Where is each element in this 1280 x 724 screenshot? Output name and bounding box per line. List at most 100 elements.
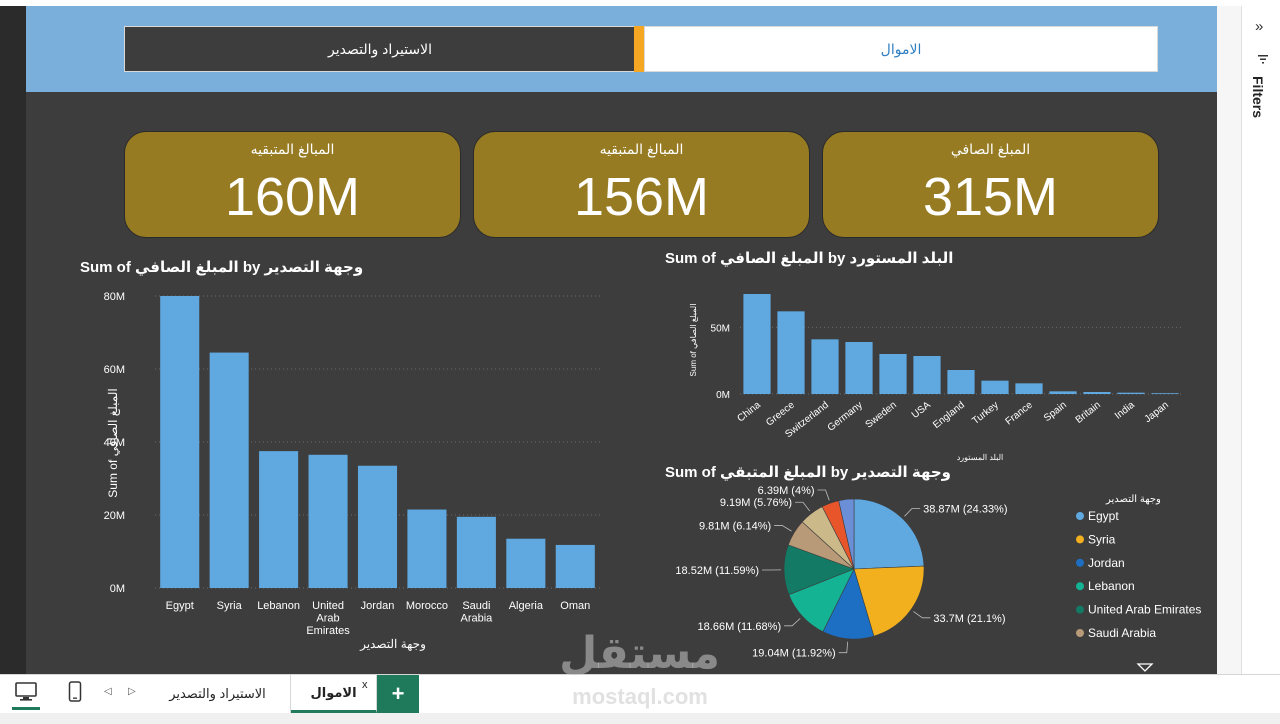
kpi-card-net-amount[interactable]: المبلغ الصافي 315M bbox=[822, 131, 1159, 238]
pie-data-label: 9.19M (5.76%) bbox=[720, 497, 792, 509]
bar bbox=[845, 342, 873, 394]
desktop-view-icon[interactable] bbox=[14, 681, 38, 708]
legend-item: Egypt bbox=[1088, 509, 1119, 523]
x-tick-label: Saudi Arabia bbox=[460, 600, 493, 625]
active-page-accent bbox=[634, 26, 644, 72]
legend-item: United Arab Emirates bbox=[1088, 603, 1201, 617]
pie-leader-line bbox=[904, 507, 921, 517]
legend-item: Saudi Arabia bbox=[1088, 626, 1156, 640]
bar bbox=[1117, 392, 1145, 394]
legend-marker bbox=[1076, 629, 1084, 637]
legend-item: Syria bbox=[1088, 532, 1116, 546]
filter-icon bbox=[1258, 54, 1268, 67]
bar bbox=[209, 352, 249, 588]
legend-item: Jordan bbox=[1088, 556, 1125, 570]
page-navigation-bar: ◁ ▷ الاستيراد والتصدير الاموال x + bbox=[0, 674, 1280, 724]
bar bbox=[879, 354, 907, 394]
pie-leader-line bbox=[795, 501, 811, 512]
kpi-label: المبلغ الصافي bbox=[950, 141, 1031, 157]
y-tick-label: 20M bbox=[104, 510, 125, 522]
pie-leader-line bbox=[784, 618, 801, 627]
bar bbox=[777, 311, 805, 394]
bar bbox=[308, 454, 348, 588]
legend-marker bbox=[1076, 605, 1084, 614]
y-tick-label: 50M bbox=[711, 323, 730, 334]
remaining-by-destination-pie[interactable]: 38.87M (24.33%) 33.7M (21.1%) 19.04M (11.9… bbox=[656, 484, 1206, 674]
kpi-card-remaining-1[interactable]: المبالغ المتبقيه 160M bbox=[124, 131, 461, 238]
next-page-icon[interactable]: ▷ bbox=[128, 686, 136, 697]
pie-data-label: 18.52M (11.59%) bbox=[675, 565, 759, 577]
legend-title: وجهة التصدير bbox=[1105, 494, 1161, 505]
kpi-value: 156M bbox=[573, 167, 710, 227]
x-tick-label: England bbox=[931, 400, 967, 431]
pie-leader-line bbox=[817, 489, 830, 501]
export-chart-title: Sum of المبلغ الصافي by وجهة التصدير bbox=[80, 259, 364, 276]
x-tick-label: India bbox=[1113, 399, 1137, 421]
import-chart-title: Sum of المبلغ الصافي by البلد المستورد bbox=[665, 250, 954, 267]
x-tick-label: United Arab Emirates bbox=[306, 600, 350, 637]
bar bbox=[160, 296, 200, 588]
legend-marker bbox=[1076, 535, 1084, 544]
mobile-view-icon[interactable] bbox=[68, 681, 82, 708]
pie-data-label: 9.81M (6.14%) bbox=[699, 520, 771, 532]
dashboard-page: الاستيراد والتصدير الاموال المبالغ المتب… bbox=[26, 6, 1217, 674]
x-tick-label: Turkey bbox=[970, 400, 1001, 427]
kpi-label: المبالغ المتبقيه bbox=[250, 141, 335, 157]
y-tick-label: 0M bbox=[716, 390, 730, 401]
x-tick-label: Algeria bbox=[509, 600, 544, 612]
right-gutter bbox=[1217, 6, 1242, 674]
legend-marker bbox=[1076, 558, 1084, 567]
close-page-icon[interactable]: x bbox=[362, 679, 368, 691]
pie-leader-line bbox=[838, 641, 849, 654]
y-axis-label: Sum of المبلغ الصافي bbox=[106, 388, 120, 497]
header-band: الاستيراد والتصدير الاموال bbox=[26, 6, 1217, 92]
y-tick-label: 60M bbox=[104, 364, 125, 376]
pie-leader-line bbox=[913, 611, 931, 619]
collapse-filters-icon[interactable]: » bbox=[1255, 18, 1264, 35]
bar bbox=[743, 294, 771, 394]
bar bbox=[1151, 393, 1179, 394]
pie-leader-line bbox=[774, 525, 792, 532]
export-destinations-chart[interactable]: 0M 20M 40M 60M 80M Egypt Syria Lebanon United Ara… bbox=[70, 278, 610, 658]
bar bbox=[947, 370, 975, 394]
x-tick-label: China bbox=[735, 399, 763, 424]
pie-chart-title: Sum of المبلغ المتبقي by وجهة التصدير bbox=[665, 464, 951, 481]
pie-data-label: 33.7M (21.1%) bbox=[933, 613, 1005, 625]
page-tab-amwal[interactable]: الاموال bbox=[291, 675, 377, 713]
bar bbox=[1015, 383, 1043, 394]
add-page-button[interactable]: + bbox=[377, 675, 419, 713]
x-tick-label: Germany bbox=[826, 400, 865, 434]
page-tab-import-export[interactable]: الاستيراد والتصدير bbox=[145, 675, 291, 713]
filters-label[interactable]: Filters bbox=[1250, 76, 1266, 119]
import-export-page-button[interactable]: الاستيراد والتصدير bbox=[124, 26, 636, 72]
bar bbox=[1083, 392, 1111, 394]
legend-marker bbox=[1076, 512, 1084, 520]
previous-page-icon[interactable]: ◁ bbox=[104, 686, 112, 697]
x-tick-label: Syria bbox=[217, 600, 243, 612]
legend-item: Lebanon bbox=[1088, 579, 1135, 593]
x-tick-label: Morocco bbox=[406, 600, 448, 612]
kpi-label: المبالغ المتبقيه bbox=[599, 141, 684, 157]
bar bbox=[407, 509, 447, 588]
bottom-strip bbox=[0, 713, 1280, 724]
bar bbox=[1049, 391, 1077, 394]
legend-marker bbox=[1076, 582, 1084, 591]
x-tick-label: Oman bbox=[560, 600, 590, 612]
pie-slice bbox=[853, 565, 925, 637]
pie-slice bbox=[838, 498, 855, 570]
x-axis-label: البلد المستورد bbox=[957, 453, 1004, 462]
desktop-view-indicator bbox=[12, 707, 40, 710]
x-tick-label: Spain bbox=[1042, 400, 1069, 424]
legend-more-icon bbox=[1136, 663, 1154, 672]
x-tick-label: Japan bbox=[1143, 400, 1171, 425]
y-axis-label: Sum of المبلغ الصافي bbox=[689, 304, 698, 377]
bar bbox=[259, 451, 299, 588]
x-tick-label: Jordan bbox=[361, 600, 395, 612]
kpi-card-remaining-2[interactable]: المبالغ المتبقيه 156M bbox=[473, 131, 810, 238]
amwal-page-button[interactable]: الاموال bbox=[644, 26, 1158, 72]
filters-pane[interactable]: » Filters bbox=[1242, 6, 1280, 674]
kpi-value: 315M bbox=[922, 167, 1059, 227]
y-tick-label: 40M bbox=[104, 437, 125, 449]
